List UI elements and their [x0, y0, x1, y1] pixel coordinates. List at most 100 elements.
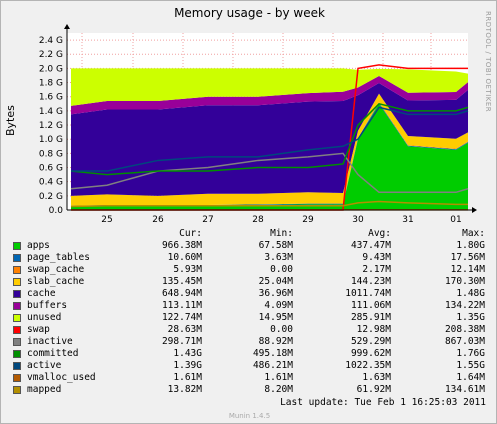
legend-name: buffers [27, 300, 68, 311]
legend-min: 67.58M [258, 240, 293, 251]
legend-min: 1.61M [264, 372, 293, 383]
legend-row-buffers: buffers 113.11M 4.09M 111.06M 134.22M [13, 300, 493, 312]
y-tick-label: 1.0 G [39, 135, 63, 145]
area-cache [71, 83, 468, 196]
legend-min: 4.09M [264, 300, 293, 311]
legend-rows: apps 966.38M 67.58M 437.47M 1.80G page_tables… [13, 240, 493, 396]
legend-swatch [13, 242, 21, 250]
y-tick-label: 0.0 [49, 206, 64, 216]
legend-avg: 9.43M [362, 252, 391, 263]
legend-cur: 5.93M [173, 264, 202, 275]
legend-row-mapped: mapped 13.82M 8.20M 61.92M 134.61M [13, 384, 493, 396]
legend-row-unused: unused 122.74M 14.95M 285.91M 1.35G [13, 312, 493, 324]
legend-row-vmalloc-used: vmalloc_used 1.61M 1.61M 1.63M 1.64M [13, 372, 493, 384]
x-tick-label: 01 [450, 215, 461, 225]
chart-title: Memory usage - by week [174, 6, 325, 20]
legend-swatch [13, 374, 21, 382]
legend-swatch [13, 338, 21, 346]
legend-max: 17.56M [450, 252, 485, 263]
legend-max: 208.38M [444, 324, 485, 335]
legend-name: swap [27, 324, 50, 335]
legend-swatch [13, 362, 21, 370]
y-tick-label: 0.6 G [39, 164, 63, 174]
legend-min: 36.96M [258, 288, 293, 299]
legend-avg: 61.92M [356, 384, 391, 395]
legend-swatch [13, 350, 21, 358]
legend-swatch [13, 290, 21, 298]
rrdtool-credit: RRDTOOL / TOBI OETIKER [484, 11, 492, 113]
area-slab-cache [71, 93, 468, 206]
legend-row-active: active 1.39G 486.21M 1022.35M 1.55G [13, 360, 493, 372]
legend-name: vmalloc_used [27, 372, 96, 383]
legend-max: 1.48G [456, 288, 485, 299]
legend-max: 867.03M [444, 336, 485, 347]
area-buffers [71, 75, 468, 115]
line-inactive [70, 152, 469, 194]
legend-header-cur: Cur: [179, 228, 202, 239]
y-axis-arrow-icon [64, 24, 70, 29]
legend-row-cache: cache 648.94M 36.96M 1011.74M 1.48G [13, 288, 493, 300]
legend-row-committed: committed 1.43G 495.18M 999.62M 1.76G [13, 348, 493, 360]
legend-avg: 1011.74M [345, 288, 391, 299]
legend-max: 1.35G [456, 312, 485, 323]
legend-swatch [13, 278, 21, 286]
munin-version: Munin 1.4.5 [228, 412, 271, 420]
legend-max: 134.22M [444, 300, 485, 311]
legend-cur: 1.43G [173, 348, 202, 359]
legend-row-swap-cache: swap_cache 5.93M 0.00 2.17M 12.14M [13, 264, 493, 276]
legend-header-max: Max: [462, 228, 485, 239]
legend-swatch [13, 386, 21, 394]
legend-cur: 122.74M [161, 312, 202, 323]
y-tick-label: 0.2 G [39, 192, 63, 202]
x-tick-label: 27 [202, 215, 213, 225]
legend-cur: 1.39G [173, 360, 202, 371]
legend-header-avg: Avg: [368, 228, 391, 239]
legend-header-min: Min: [270, 228, 293, 239]
legend-cur: 13.82M [167, 384, 202, 395]
legend-avg: 437.47M [350, 240, 391, 251]
legend-swatch [13, 302, 21, 310]
legend-swatch [13, 266, 21, 274]
legend-min: 495.18M [252, 348, 293, 359]
legend-name: mapped [27, 384, 62, 395]
last-update: Last update: Tue Feb 1 16:25:03 2011 [1, 397, 486, 408]
legend-max: 1.64M [456, 372, 485, 383]
legend-min: 8.20M [264, 384, 293, 395]
y-tick-label: 1.6 G [39, 93, 63, 103]
legend-cur: 28.63M [167, 324, 202, 335]
legend-min: 25.04M [258, 276, 293, 287]
legend-avg: 111.06M [350, 300, 391, 311]
y-tick-label: 0.4 G [39, 178, 63, 188]
legend-avg: 12.98M [356, 324, 391, 335]
legend-min: 0.00 [270, 324, 293, 335]
x-tick-label: 26 [152, 215, 164, 225]
legend-min: 3.63M [264, 252, 293, 263]
y-tick-label: 2.4 G [39, 36, 63, 46]
line-mapped [70, 200, 468, 208]
legend-max: 1.80G [456, 240, 485, 251]
legend-min: 0.00 [270, 264, 293, 275]
legend-cur: 966.38M [161, 240, 202, 251]
legend-name: active [27, 360, 62, 371]
x-tick-label: 31 [402, 215, 413, 225]
y-tick-label: 2.0 G [39, 64, 63, 74]
x-tick-label: 28 [252, 215, 264, 225]
legend-header: Cur: Min: Avg: Max: [13, 228, 493, 240]
legend-min: 14.95M [258, 312, 293, 323]
legend-name: cache [27, 288, 56, 299]
legend-avg: 1022.35M [345, 360, 391, 371]
x-tick-label: 25 [101, 215, 112, 225]
legend-name: slab_cache [27, 276, 85, 287]
legend-name: inactive [27, 336, 73, 347]
line-active [71, 106, 469, 172]
legend-swatch [13, 254, 21, 262]
y-tick-label: 1.4 G [39, 107, 63, 117]
legend-avg: 529.29M [350, 336, 391, 347]
legend-max: 12.14M [450, 264, 485, 275]
legend-name: page_tables [27, 252, 90, 263]
legend-cur: 298.71M [161, 336, 202, 347]
legend-max: 134.61M [444, 384, 485, 395]
legend-cur: 648.94M [161, 288, 202, 299]
area-unused [71, 68, 468, 106]
